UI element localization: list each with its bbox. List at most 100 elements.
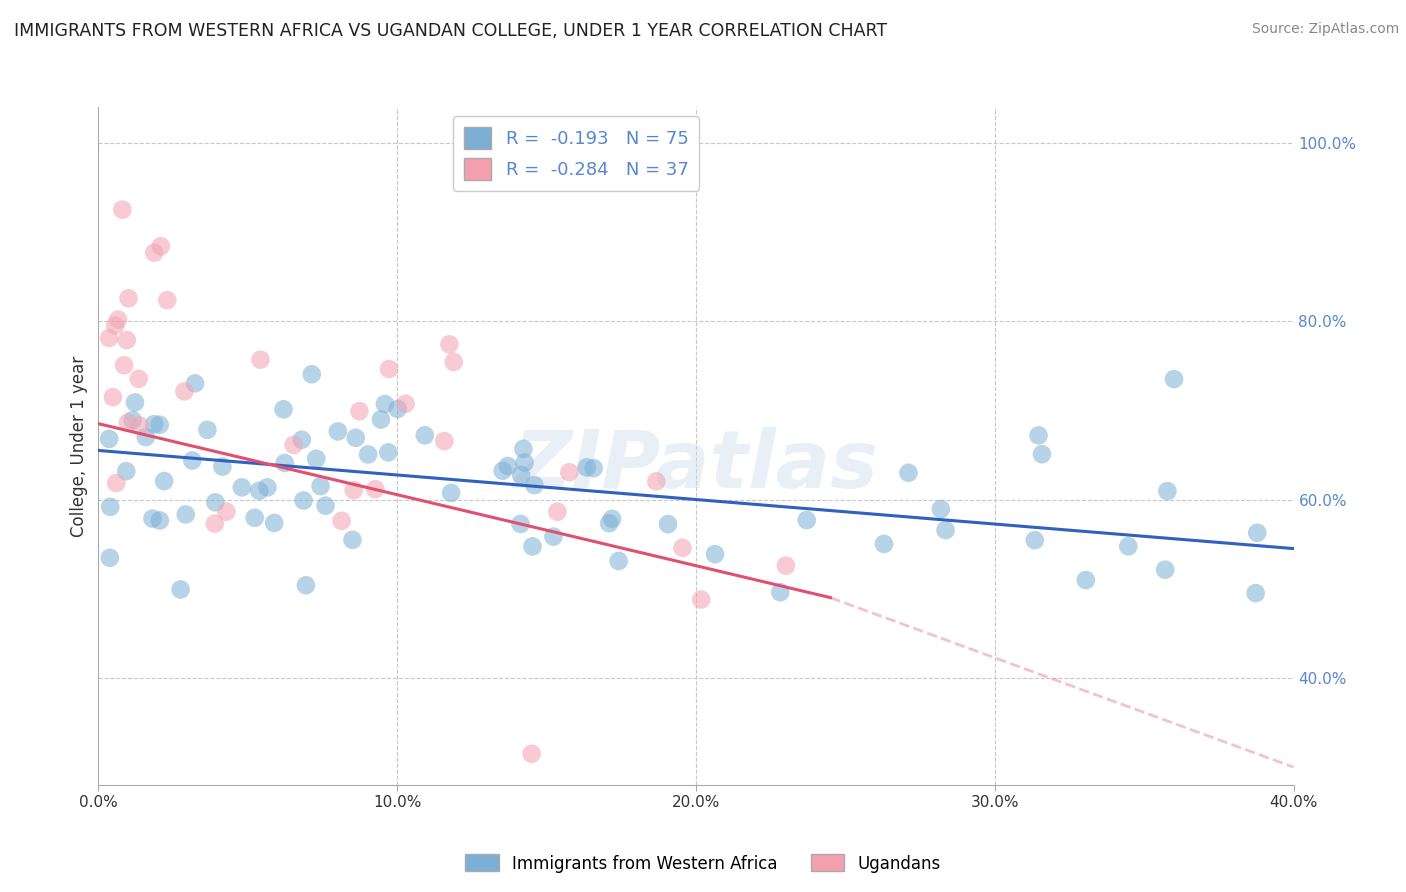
Point: [775, 558, 797, 573]
Point: [357, 447, 380, 461]
Point: [184, 376, 207, 391]
Point: [645, 475, 668, 489]
Point: [582, 461, 605, 475]
Point: [291, 433, 314, 447]
Point: [1246, 525, 1268, 540]
Point: [98, 331, 121, 345]
Point: [378, 362, 401, 376]
Point: [128, 372, 150, 386]
Point: [117, 291, 139, 305]
Point: [769, 585, 792, 599]
Point: [197, 423, 219, 437]
Y-axis label: College, Under 1 year: College, Under 1 year: [70, 355, 89, 537]
Point: [1154, 563, 1177, 577]
Point: [575, 460, 598, 475]
Point: [433, 434, 456, 448]
Point: [301, 368, 323, 382]
Point: [1116, 539, 1139, 553]
Point: [115, 464, 138, 478]
Point: [344, 431, 367, 445]
Point: [169, 582, 191, 597]
Point: [1028, 428, 1050, 442]
Point: [107, 312, 129, 326]
Point: [413, 428, 436, 442]
Point: [512, 442, 534, 456]
Point: [98, 550, 121, 565]
Point: [263, 516, 285, 530]
Point: [128, 418, 150, 433]
Point: [111, 202, 134, 217]
Text: IMMIGRANTS FROM WESTERN AFRICA VS UGANDAN COLLEGE, UNDER 1 YEAR CORRELATION CHAR: IMMIGRANTS FROM WESTERN AFRICA VS UGANDA…: [14, 22, 887, 40]
Point: [690, 592, 713, 607]
Point: [873, 537, 896, 551]
Point: [935, 523, 957, 537]
Point: [143, 245, 166, 260]
Point: [796, 513, 818, 527]
Point: [600, 512, 623, 526]
Point: [273, 402, 295, 417]
Point: [124, 395, 146, 409]
Point: [704, 547, 727, 561]
Point: [305, 451, 328, 466]
Point: [330, 514, 353, 528]
Point: [349, 404, 371, 418]
Point: [141, 511, 163, 525]
Point: [149, 239, 172, 253]
Point: [115, 333, 138, 347]
Point: [377, 445, 399, 459]
Point: [173, 384, 195, 399]
Point: [671, 541, 693, 555]
Point: [153, 474, 176, 488]
Point: [929, 502, 952, 516]
Point: [204, 516, 226, 531]
Point: [135, 430, 157, 444]
Point: [326, 425, 349, 439]
Point: [492, 464, 515, 478]
Point: [1244, 586, 1267, 600]
Point: [1031, 447, 1053, 461]
Point: [520, 747, 543, 761]
Point: [523, 478, 546, 492]
Point: [295, 578, 318, 592]
Point: [105, 476, 128, 491]
Point: [510, 468, 533, 483]
Point: [387, 401, 409, 416]
Point: [98, 432, 121, 446]
Point: [315, 499, 337, 513]
Point: [211, 459, 233, 474]
Point: [247, 483, 270, 498]
Point: [204, 495, 226, 509]
Point: [104, 318, 127, 333]
Point: [231, 480, 253, 494]
Point: [342, 533, 364, 547]
Point: [273, 456, 295, 470]
Point: [112, 358, 135, 372]
Point: [1156, 484, 1178, 499]
Point: [215, 505, 238, 519]
Point: [309, 479, 332, 493]
Point: [256, 480, 278, 494]
Point: [439, 337, 461, 351]
Point: [117, 416, 139, 430]
Point: [509, 516, 531, 531]
Point: [249, 352, 271, 367]
Legend: R =  -0.193   N = 75, R =  -0.284   N = 37: R = -0.193 N = 75, R = -0.284 N = 37: [453, 116, 700, 191]
Legend: Immigrants from Western Africa, Ugandans: Immigrants from Western Africa, Ugandans: [458, 847, 948, 880]
Point: [156, 293, 179, 308]
Point: [243, 511, 266, 525]
Point: [394, 397, 416, 411]
Point: [1074, 573, 1097, 587]
Point: [607, 554, 630, 568]
Point: [496, 458, 519, 473]
Point: [174, 508, 197, 522]
Point: [657, 517, 679, 532]
Point: [121, 413, 143, 427]
Point: [149, 513, 172, 527]
Point: [513, 456, 536, 470]
Point: [181, 453, 204, 467]
Point: [143, 417, 166, 432]
Point: [98, 500, 121, 514]
Text: Source: ZipAtlas.com: Source: ZipAtlas.com: [1251, 22, 1399, 37]
Point: [1163, 372, 1185, 386]
Point: [370, 412, 392, 426]
